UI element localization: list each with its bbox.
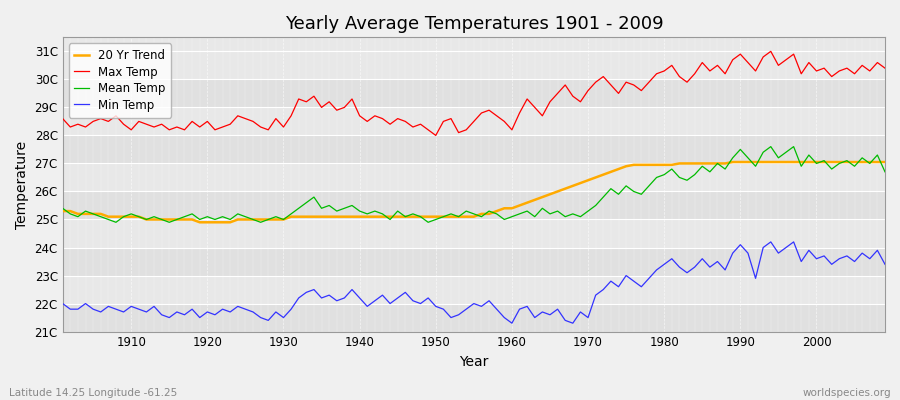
- Max Temp: [606, 82, 616, 87]
- Min Temp: [58, 301, 68, 306]
- Legend: 20 Yr Trend, Max Temp, Mean Temp, Min Temp: 20 Yr Trend, Max Temp, Mean Temp, Min Te…: [68, 43, 171, 118]
- Bar: [63, 220, 885, 248]
- Bar: [63, 248, 885, 276]
- Text: worldspecies.org: worldspecies.org: [803, 388, 891, 398]
- Bar: [63, 79, 885, 107]
- Max Temp: [58, 116, 68, 121]
- Mean Temp: [765, 144, 776, 149]
- 20 Yr Trend: [606, 170, 616, 174]
- Max Temp: [331, 108, 342, 112]
- Min Temp: [331, 298, 342, 303]
- Bar: [63, 304, 885, 332]
- Min Temp: [507, 321, 517, 326]
- Mean Temp: [339, 206, 350, 211]
- Max Temp: [507, 128, 517, 132]
- Title: Yearly Average Temperatures 1901 - 2009: Yearly Average Temperatures 1901 - 2009: [284, 15, 663, 33]
- Mean Temp: [111, 220, 122, 225]
- Bar: [63, 136, 885, 164]
- Min Temp: [499, 315, 509, 320]
- Min Temp: [514, 307, 525, 312]
- Min Temp: [765, 240, 776, 244]
- 20 Yr Trend: [58, 209, 68, 214]
- 20 Yr Trend: [727, 160, 738, 164]
- Min Temp: [285, 307, 296, 312]
- Bar: [63, 192, 885, 220]
- Line: Mean Temp: Mean Temp: [63, 147, 885, 222]
- Min Temp: [879, 262, 890, 267]
- Bar: [63, 107, 885, 136]
- Max Temp: [430, 133, 441, 138]
- 20 Yr Trend: [514, 203, 525, 208]
- Line: Max Temp: Max Temp: [63, 51, 885, 136]
- 20 Yr Trend: [194, 220, 205, 225]
- Mean Temp: [293, 206, 304, 211]
- Mean Temp: [606, 186, 616, 191]
- Mean Temp: [879, 170, 890, 174]
- Mean Temp: [126, 212, 137, 216]
- Max Temp: [118, 122, 129, 127]
- Max Temp: [285, 113, 296, 118]
- Max Temp: [765, 49, 776, 54]
- Mean Temp: [514, 212, 525, 216]
- Bar: [63, 276, 885, 304]
- 20 Yr Trend: [293, 214, 304, 219]
- 20 Yr Trend: [879, 160, 890, 164]
- Y-axis label: Temperature: Temperature: [15, 140, 29, 228]
- 20 Yr Trend: [118, 214, 129, 219]
- Min Temp: [606, 279, 616, 284]
- Max Temp: [514, 110, 525, 115]
- 20 Yr Trend: [339, 214, 350, 219]
- Line: Min Temp: Min Temp: [63, 242, 885, 323]
- Line: 20 Yr Trend: 20 Yr Trend: [63, 162, 885, 222]
- X-axis label: Year: Year: [459, 355, 489, 369]
- Bar: [63, 51, 885, 79]
- Mean Temp: [58, 206, 68, 211]
- Mean Temp: [507, 214, 517, 219]
- Bar: [63, 164, 885, 192]
- Min Temp: [118, 310, 129, 314]
- 20 Yr Trend: [507, 206, 517, 211]
- Text: Latitude 14.25 Longitude -61.25: Latitude 14.25 Longitude -61.25: [9, 388, 177, 398]
- Max Temp: [879, 66, 890, 70]
